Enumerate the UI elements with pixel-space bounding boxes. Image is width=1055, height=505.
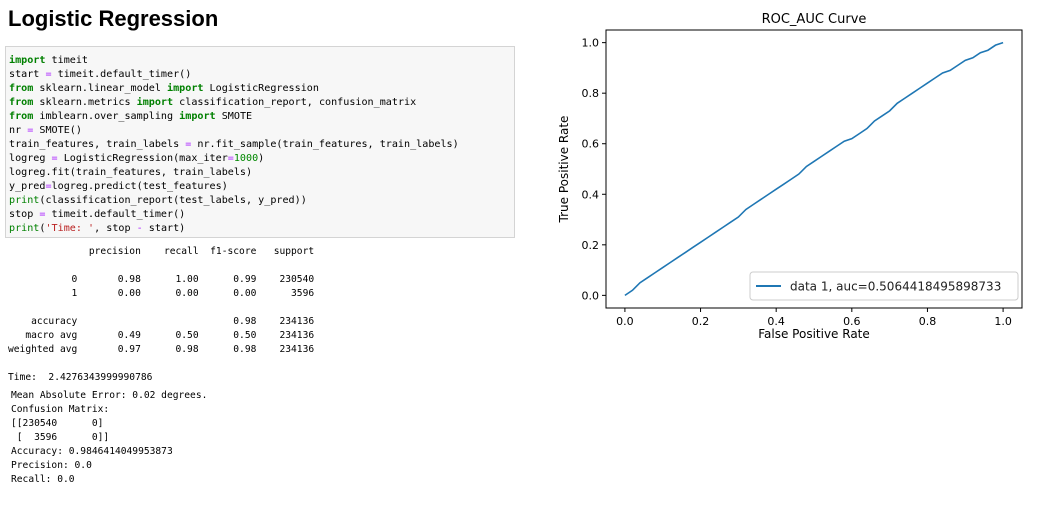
chart-title: ROC_AUC Curve (762, 12, 867, 27)
code-token: stop (9, 209, 40, 220)
code-token: nr.fit_sample(train_features, train_labe… (191, 139, 459, 150)
y-tick-label: 0.8 (582, 87, 600, 100)
code-token: ) (258, 153, 265, 164)
code-token: - (136, 223, 143, 234)
code-token: import (136, 97, 174, 108)
code-token: import (167, 83, 204, 94)
code-token: start (9, 69, 46, 80)
x-tick-label: 0.0 (616, 315, 634, 328)
code-token: SMOTE (215, 111, 253, 122)
code-token: = (185, 139, 192, 150)
code-editor[interactable]: import timeit start = timeit.default_tim… (6, 47, 514, 236)
code-token: = (45, 69, 52, 80)
code-token: from (9, 111, 34, 122)
roc-auc-chart: ROC_AUC Curve 0.0 0.2 0.4 0.6 0.8 1.0 0.0 0.2 0… (545, 5, 1045, 350)
code-token: start) (142, 223, 186, 234)
code-token: = (227, 153, 234, 164)
y-tick-label: 0.2 (582, 239, 600, 252)
code-token: ( (39, 223, 46, 234)
code-token: from (9, 97, 34, 108)
x-tick-label: 0.8 (919, 315, 937, 328)
legend-label: data 1, auc=0.5064418495898733 (790, 280, 1001, 294)
code-token: y_pred (9, 181, 46, 192)
code-token: classification_report, confusion_matrix (173, 97, 417, 108)
y-tick-label: 0.0 (582, 289, 600, 302)
code-token: , stop (94, 223, 137, 234)
code-cell[interactable]: import timeit start = timeit.default_tim… (5, 46, 515, 238)
y-tick-label: 1.0 (582, 37, 600, 50)
x-axis-label: False Positive Rate (758, 327, 870, 341)
code-token: = (51, 153, 58, 164)
code-token: logreg.fit(train_features, train_labels) (9, 167, 253, 178)
section-title: Logistic Regression (8, 6, 219, 31)
code-token: imblearn.over_sampling (33, 111, 180, 122)
code-token: LogisticRegression (203, 83, 319, 94)
plot-area (605, 29, 1023, 309)
code-token: logreg (9, 153, 52, 164)
y-tick-label: 0.6 (582, 138, 600, 151)
x-tick-label: 1.0 (994, 315, 1012, 328)
code-token: timeit.default_timer() (51, 69, 192, 80)
metrics-output: Mean Absolute Error: 0.02 degrees. Confu… (11, 390, 208, 485)
classification-report-output: precision recall f1-score support 0 0.98… (8, 246, 315, 355)
code-token: SMOTE() (33, 125, 82, 136)
code-token: nr (9, 125, 28, 136)
code-token: from (9, 83, 34, 94)
code-token: = (27, 125, 34, 136)
code-token: 1000 (233, 153, 259, 164)
code-token: sklearn.metrics (33, 97, 137, 108)
code-token: print (9, 195, 40, 206)
y-axis-label: True Positive Rate (557, 116, 571, 224)
code-token: logreg.predict(test_features) (51, 181, 228, 192)
x-tick-label: 0.2 (692, 315, 710, 328)
code-token: = (39, 209, 46, 220)
x-tick-label: 0.4 (767, 315, 785, 328)
legend: data 1, auc=0.5064418495898733 (749, 271, 1019, 301)
code-token: print (9, 223, 40, 234)
legend-box (749, 271, 1019, 301)
code-token: (classification_report(test_labels, y_pr… (39, 195, 307, 206)
elapsed-time-output: Time: 2.4276343999990786 (8, 372, 153, 383)
code-token: import (179, 111, 216, 122)
code-token: LogisticRegression(max_iter (57, 153, 228, 164)
roc-curve-line (624, 41, 1004, 297)
code-token: sklearn.linear_model (33, 83, 168, 94)
y-tick-label: 0.4 (582, 188, 600, 201)
code-token: timeit.default_timer() (45, 209, 186, 220)
code-token: train_features, train_labels (9, 139, 186, 150)
code-token: timeit (45, 55, 89, 66)
code-token: 'Time: ' (45, 223, 95, 234)
x-tick-label: 0.6 (843, 315, 861, 328)
code-token: = (45, 181, 52, 192)
code-token: import (9, 55, 46, 66)
